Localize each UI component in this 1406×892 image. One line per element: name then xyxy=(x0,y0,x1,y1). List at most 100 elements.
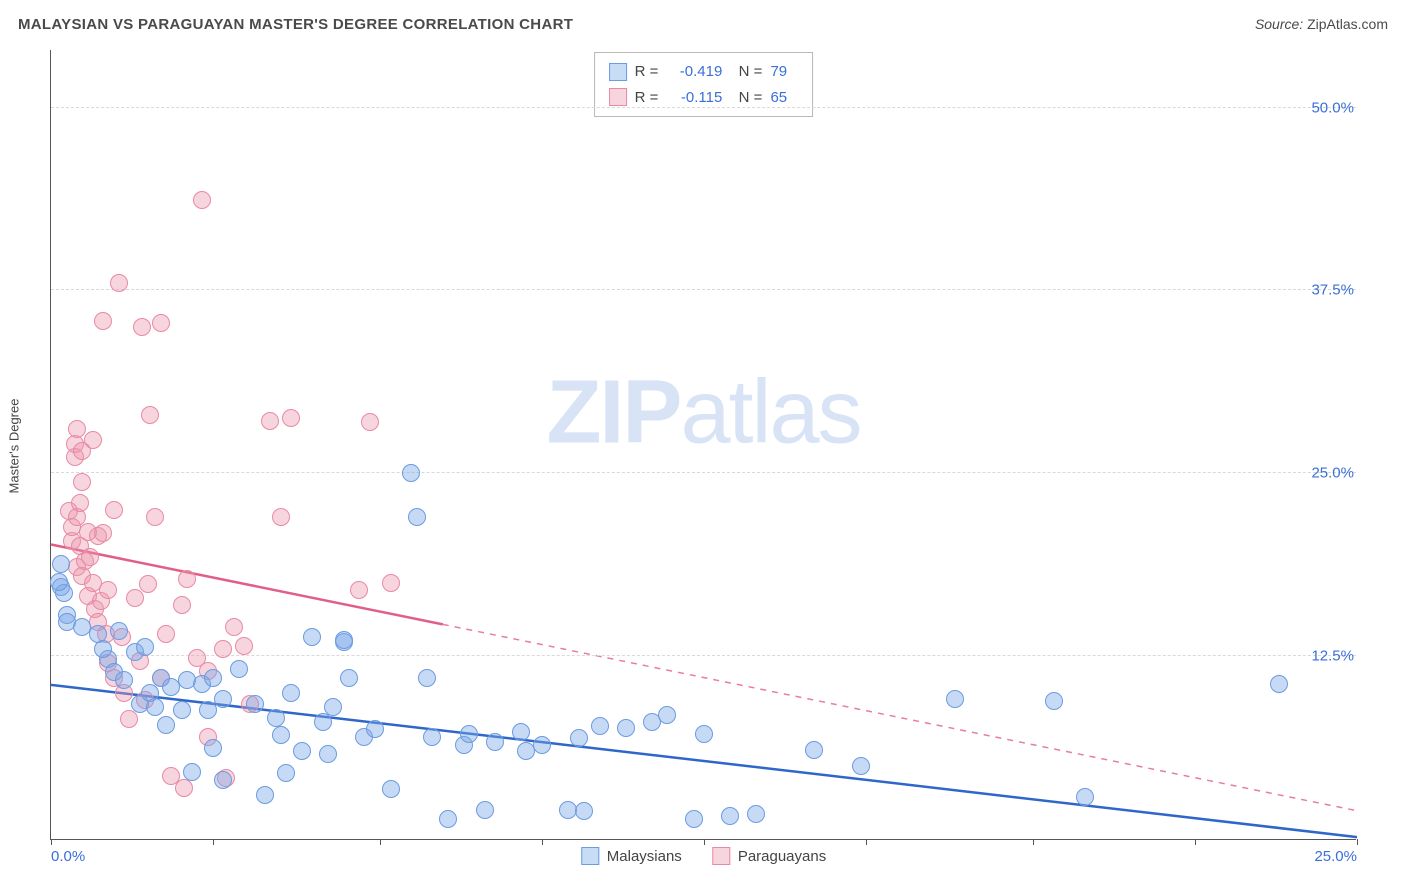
swatch-pink xyxy=(609,88,627,106)
data-point-paraguayans xyxy=(282,409,300,427)
data-point-malaysians xyxy=(721,807,739,825)
data-point-paraguayans xyxy=(133,318,151,336)
data-point-paraguayans xyxy=(110,274,128,292)
r-label: R = xyxy=(635,59,659,85)
data-point-malaysians xyxy=(512,723,530,741)
data-point-malaysians xyxy=(575,802,593,820)
xtick xyxy=(380,839,381,845)
source-label: Source: xyxy=(1255,16,1303,32)
data-point-paraguayans xyxy=(105,501,123,519)
source-value: ZipAtlas.com xyxy=(1307,16,1388,32)
xtick-label: 25.0% xyxy=(1314,848,1357,865)
n-label: N = xyxy=(730,59,762,85)
data-point-malaysians xyxy=(246,695,264,713)
data-point-malaysians xyxy=(173,701,191,719)
xtick xyxy=(704,839,705,845)
data-point-paraguayans xyxy=(71,494,89,512)
data-point-malaysians xyxy=(340,669,358,687)
xtick xyxy=(1033,839,1034,845)
data-point-paraguayans xyxy=(175,779,193,797)
data-point-malaysians xyxy=(136,638,154,656)
data-point-malaysians xyxy=(533,736,551,754)
header: MALAYSIAN VS PARAGUAYAN MASTER'S DEGREE … xyxy=(0,0,1406,40)
data-point-malaysians xyxy=(146,698,164,716)
watermark: ZIPatlas xyxy=(546,361,860,464)
data-point-malaysians xyxy=(402,464,420,482)
data-point-malaysians xyxy=(230,660,248,678)
data-point-malaysians xyxy=(805,741,823,759)
data-point-malaysians xyxy=(418,669,436,687)
data-point-paraguayans xyxy=(382,574,400,592)
data-point-paraguayans xyxy=(361,413,379,431)
gridline xyxy=(51,289,1356,290)
data-point-malaysians xyxy=(204,739,222,757)
data-point-malaysians xyxy=(272,726,290,744)
legend-label-malaysians: Malaysians xyxy=(607,848,682,865)
data-point-paraguayans xyxy=(225,618,243,636)
data-point-malaysians xyxy=(1045,692,1063,710)
swatch-pink xyxy=(712,847,730,865)
data-point-malaysians xyxy=(319,745,337,763)
data-point-malaysians xyxy=(204,669,222,687)
data-point-malaysians xyxy=(324,698,342,716)
data-point-malaysians xyxy=(423,728,441,746)
r-value-malaysians: -0.419 xyxy=(666,59,722,85)
data-point-malaysians xyxy=(214,771,232,789)
data-point-paraguayans xyxy=(193,191,211,209)
data-point-malaysians xyxy=(1270,675,1288,693)
n-value-malaysians: 79 xyxy=(770,59,798,85)
data-point-malaysians xyxy=(214,690,232,708)
data-point-malaysians xyxy=(658,706,676,724)
ytick-label: 50.0% xyxy=(1311,99,1358,116)
data-point-malaysians xyxy=(293,742,311,760)
regression-lines xyxy=(51,50,1356,839)
data-point-malaysians xyxy=(115,671,133,689)
data-point-malaysians xyxy=(277,764,295,782)
ytick-label: 25.0% xyxy=(1311,465,1358,482)
data-point-paraguayans xyxy=(81,548,99,566)
legend-item-malaysians: Malaysians xyxy=(581,847,682,865)
data-point-malaysians xyxy=(591,717,609,735)
data-point-malaysians xyxy=(382,780,400,798)
bottom-legend: Malaysians Paraguayans xyxy=(581,847,826,865)
stat-row-malaysians: R = -0.419 N = 79 xyxy=(609,59,799,85)
data-point-malaysians xyxy=(366,720,384,738)
data-point-malaysians xyxy=(685,810,703,828)
data-point-paraguayans xyxy=(350,581,368,599)
watermark-bold: ZIP xyxy=(546,362,680,462)
data-point-paraguayans xyxy=(157,625,175,643)
plot-area: ZIPatlas R = -0.419 N = 79 R = -0.115 N … xyxy=(50,50,1356,840)
ytick-label: 12.5% xyxy=(1311,648,1358,665)
data-point-malaysians xyxy=(1076,788,1094,806)
data-point-paraguayans xyxy=(214,640,232,658)
data-point-paraguayans xyxy=(173,596,191,614)
data-point-malaysians xyxy=(617,719,635,737)
legend-label-paraguayans: Paraguayans xyxy=(738,848,826,865)
data-point-malaysians xyxy=(460,725,478,743)
data-point-paraguayans xyxy=(84,431,102,449)
data-point-paraguayans xyxy=(141,406,159,424)
gridline xyxy=(51,655,1356,656)
xtick xyxy=(542,839,543,845)
data-point-malaysians xyxy=(157,716,175,734)
data-point-malaysians xyxy=(183,763,201,781)
xtick xyxy=(1195,839,1196,845)
xtick xyxy=(51,839,52,845)
data-point-paraguayans xyxy=(272,508,290,526)
data-point-malaysians xyxy=(282,684,300,702)
data-point-malaysians xyxy=(303,628,321,646)
data-point-malaysians xyxy=(852,757,870,775)
xtick xyxy=(1357,839,1358,845)
data-point-paraguayans xyxy=(94,524,112,542)
data-point-paraguayans xyxy=(73,473,91,491)
data-point-malaysians xyxy=(695,725,713,743)
data-point-malaysians xyxy=(256,786,274,804)
ytick-label: 37.5% xyxy=(1311,282,1358,299)
data-point-paraguayans xyxy=(139,575,157,593)
xtick xyxy=(866,839,867,845)
swatch-blue xyxy=(581,847,599,865)
legend-item-paraguayans: Paraguayans xyxy=(712,847,826,865)
data-point-malaysians xyxy=(50,573,68,591)
data-point-paraguayans xyxy=(99,581,117,599)
watermark-light: atlas xyxy=(680,362,860,462)
